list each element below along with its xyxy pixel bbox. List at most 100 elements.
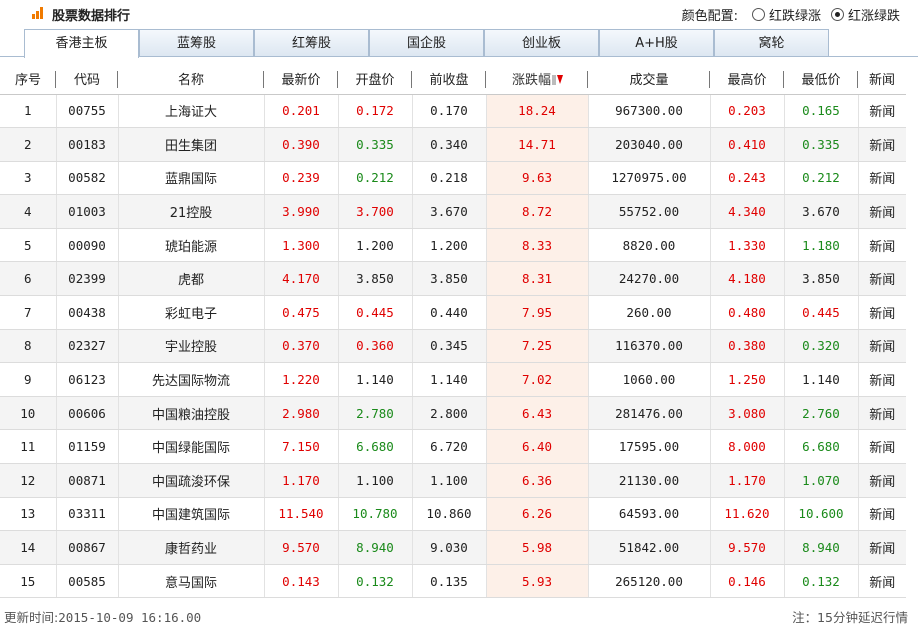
col-header-prev-close[interactable]: 前收盘 (412, 64, 486, 95)
tab-h-shares[interactable]: 国企股 (369, 29, 484, 57)
table-row[interactable]: 10 00606 中国粮油控股 2.980 2.780 2.800 6.43 281476.0… (0, 396, 906, 431)
tab-a-h-shares[interactable]: A+H股 (599, 29, 714, 57)
table-row[interactable]: 13 03311 中国建筑国际 11.540 10.780 10.860 6.26 64593… (0, 497, 906, 532)
radio-button[interactable] (751, 8, 765, 21)
cell-code: 00606 (56, 396, 119, 431)
cell-code: 00582 (56, 161, 119, 196)
news-link[interactable]: 新闻 (858, 362, 906, 397)
cell-open: 3.700 (338, 194, 413, 229)
cell-last: 7.150 (264, 429, 339, 465)
col-header-code[interactable]: 代码 (56, 64, 118, 95)
news-link[interactable]: 新闻 (858, 396, 906, 431)
cell-code: 00183 (56, 127, 119, 162)
cell-prev-close: 9.030 (412, 530, 487, 565)
table-row[interactable]: 11 01159 中国绿能国际 7.150 6.680 6.720 6.40 17595.00… (0, 429, 906, 465)
col-header-volume[interactable]: 成交量 (588, 64, 710, 95)
table-row[interactable]: 14 00867 康哲药业 9.570 8.940 9.030 5.98 51842.00 9.… (0, 530, 906, 565)
col-header-open[interactable]: 开盘价 (338, 64, 412, 95)
tab-divider (0, 56, 918, 57)
table-row[interactable]: 12 00871 中国疏浚环保 1.170 1.100 1.100 6.36 21130.00… (0, 463, 906, 498)
news-link[interactable]: 新闻 (858, 161, 906, 196)
news-link[interactable]: 新闻 (858, 94, 906, 129)
cell-low: 0.320 (784, 329, 859, 364)
news-link[interactable]: 新闻 (858, 329, 906, 364)
cell-open: 2.780 (338, 396, 413, 431)
col-header-no[interactable]: 序号 (0, 64, 56, 95)
cell-open: 0.360 (338, 329, 413, 364)
cell-last: 1.220 (264, 362, 339, 397)
col-header-name[interactable]: 名称 (118, 64, 264, 95)
cell-prev-close: 3.670 (412, 194, 487, 229)
cell-last: 0.143 (264, 564, 339, 599)
news-link[interactable]: 新闻 (858, 429, 906, 465)
cell-no: 14 (0, 530, 57, 565)
radio-red-down-green-up[interactable]: 红跌绿涨 (751, 5, 821, 24)
update-time: 更新时间:2015-10-09 16:16.00 (4, 607, 201, 626)
cell-volume: 265120.00 (588, 564, 711, 599)
cell-last: 11.540 (264, 497, 339, 532)
news-link[interactable]: 新闻 (858, 261, 906, 297)
col-header-high[interactable]: 最高价 (710, 64, 784, 95)
cell-code: 03311 (56, 497, 119, 532)
table-body: 1 00755 上海证大 0.201 0.172 0.170 18.24 967300.00 0… (0, 94, 906, 599)
update-label: 更新时间: (4, 610, 59, 625)
table-row[interactable]: 1 00755 上海证大 0.201 0.172 0.170 18.24 967300.00 0… (0, 94, 906, 129)
cell-last: 0.475 (264, 295, 339, 330)
news-link[interactable]: 新闻 (858, 564, 906, 599)
cell-change-pct: 7.95 (486, 295, 589, 330)
cell-low: 0.132 (784, 564, 859, 599)
news-link[interactable]: 新闻 (858, 194, 906, 229)
news-link[interactable]: 新闻 (858, 295, 906, 330)
cell-no: 8 (0, 329, 57, 364)
cell-volume: 1060.00 (588, 362, 711, 397)
radio-red-up-green-down[interactable]: 红涨绿跌 (830, 5, 900, 24)
tab-blue-chips[interactable]: 蓝筹股 (139, 29, 254, 57)
table-row[interactable]: 7 00438 彩虹电子 0.475 0.445 0.440 7.95 260.00 0.480… (0, 295, 906, 330)
news-link[interactable]: 新闻 (858, 127, 906, 162)
table-row[interactable]: 5 00090 琥珀能源 1.300 1.200 1.200 8.33 8820.00 1.33… (0, 228, 906, 263)
cell-high: 1.170 (710, 463, 785, 498)
cell-no: 5 (0, 228, 57, 263)
radio-button[interactable] (830, 8, 844, 21)
tab-red-chips[interactable]: 红筹股 (254, 29, 369, 57)
sort-desc-icon[interactable] (552, 75, 563, 86)
tab-gem[interactable]: 创业板 (484, 29, 599, 57)
cell-last: 4.170 (264, 261, 339, 297)
cell-change-pct: 6.40 (486, 429, 589, 465)
news-link[interactable]: 新闻 (858, 463, 906, 498)
table-row[interactable]: 6 02399 虎都 4.170 3.850 3.850 8.31 24270.00 4.180… (0, 261, 906, 297)
cell-open: 0.335 (338, 127, 413, 162)
cell-change-pct: 14.71 (486, 127, 589, 162)
cell-volume: 260.00 (588, 295, 711, 330)
cell-code: 01159 (56, 429, 119, 465)
news-link[interactable]: 新闻 (858, 228, 906, 263)
radio-label: 红跌绿涨 (768, 9, 821, 24)
table-row[interactable]: 3 00582 蓝鼎国际 0.239 0.212 0.218 9.63 1270975.00 0… (0, 161, 906, 196)
cell-code: 02399 (56, 261, 119, 297)
news-link[interactable]: 新闻 (858, 497, 906, 532)
table-header: 序号 代码 名称 最新价 开盘价 前收盘 涨跌幅 成交量 最高价 最低价 新闻 (0, 64, 906, 95)
col-header-change-pct[interactable]: 涨跌幅 (486, 64, 588, 95)
cell-name: 蓝鼎国际 (118, 161, 265, 196)
table-row[interactable]: 9 06123 先达国际物流 1.220 1.140 1.140 7.02 1060.00 1.… (0, 362, 906, 397)
cell-low: 1.180 (784, 228, 859, 263)
cell-prev-close: 3.850 (412, 261, 487, 297)
cell-volume: 8820.00 (588, 228, 711, 263)
tab-hk-main-board[interactable]: 香港主板 (24, 29, 139, 58)
update-time-value: 2015-10-09 16:16.00 (58, 610, 202, 625)
col-header-last[interactable]: 最新价 (264, 64, 338, 95)
table-row[interactable]: 8 02327 宇业控股 0.370 0.360 0.345 7.25 116370.00 0.… (0, 329, 906, 364)
table-row[interactable]: 2 00183 田生集团 0.390 0.335 0.340 14.71 203040.00 0… (0, 127, 906, 162)
cell-volume: 281476.00 (588, 396, 711, 431)
col-header-news[interactable]: 新闻 (858, 64, 906, 95)
col-header-low[interactable]: 最低价 (784, 64, 858, 95)
news-link[interactable]: 新闻 (858, 530, 906, 565)
cell-high: 3.080 (710, 396, 785, 431)
tab-warrants[interactable]: 窝轮 (714, 29, 829, 57)
cell-open: 1.200 (338, 228, 413, 263)
cell-high: 0.480 (710, 295, 785, 330)
table-row[interactable]: 15 00585 意马国际 0.143 0.132 0.135 5.93 265120.00 0… (0, 564, 906, 599)
table-row[interactable]: 4 01003 21控股 3.990 3.700 3.670 8.72 55752.00 4.3… (0, 194, 906, 229)
cell-prev-close: 10.860 (412, 497, 487, 532)
cell-high: 9.570 (710, 530, 785, 565)
